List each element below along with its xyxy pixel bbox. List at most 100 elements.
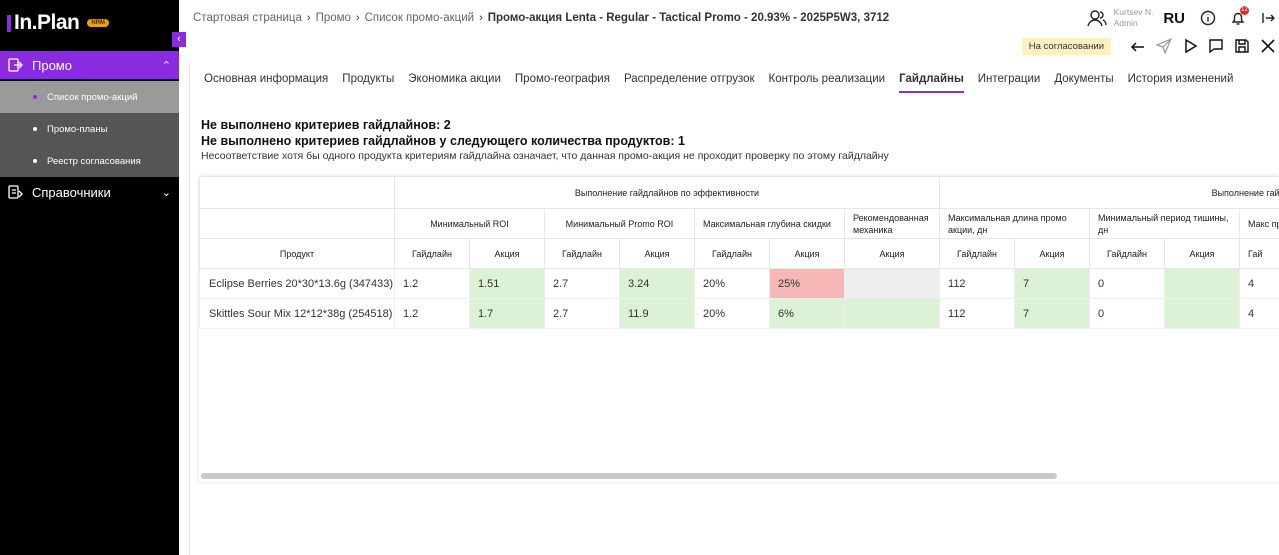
notification-badge: 12 bbox=[1240, 6, 1249, 15]
tab-economics[interactable]: Экономика акции bbox=[408, 73, 501, 85]
criteria-min-silence-period: Минимальный период тишины, дн bbox=[1089, 208, 1241, 239]
criteria-cut: Макс прома bbox=[1239, 208, 1279, 239]
tab-products[interactable]: Продукты bbox=[342, 73, 395, 85]
guidelines-summary: Не выполнено критериев гайдлайнов: 2 Не … bbox=[201, 117, 889, 163]
logo[interactable]: In.Plan NRM bbox=[7, 10, 110, 36]
criteria-recommended-mechanic: Рекомендованная механика bbox=[843, 208, 941, 239]
table-row: Eclipse Berries 20*30*13.6g (347433) 1.2… bbox=[199, 268, 1279, 299]
tab-documents[interactable]: Документы bbox=[1054, 73, 1114, 85]
logo-text: In.Plan bbox=[14, 11, 80, 34]
table-cell: 1.2 bbox=[394, 268, 470, 299]
table-cell bbox=[843, 298, 941, 329]
user-icon bbox=[1086, 7, 1108, 29]
table-cell bbox=[843, 268, 941, 299]
action-bar: На согласовании bbox=[1021, 36, 1277, 56]
table-cell: 25% bbox=[769, 268, 845, 299]
empty-header-cell bbox=[199, 208, 395, 239]
logout-icon[interactable] bbox=[1259, 9, 1277, 27]
table-cell: 1.51 bbox=[469, 268, 545, 299]
table-cell: 0 bbox=[1089, 298, 1166, 329]
tab-shipments[interactable]: Распределение отгрузок bbox=[623, 73, 755, 85]
content-divider bbox=[189, 63, 190, 555]
column-guideline: Гайдлайн bbox=[1089, 238, 1166, 269]
criteria-max-discount: Максимальная глубина скидки bbox=[694, 208, 845, 239]
logo-badge: NRM bbox=[87, 19, 110, 27]
chevron-right-icon: › bbox=[479, 12, 483, 24]
table-cell: 6% bbox=[769, 298, 845, 329]
tab-geography[interactable]: Промо-география bbox=[514, 73, 610, 85]
table-cell: 7 bbox=[1014, 268, 1091, 299]
close-icon[interactable] bbox=[1259, 37, 1277, 55]
column-action: Акция bbox=[469, 238, 545, 269]
back-arrow-icon[interactable] bbox=[1129, 37, 1147, 55]
status-badge: На согласовании bbox=[1021, 37, 1111, 55]
table-row: Skittles Sour Mix 12*12*38g (254518) 1.2… bbox=[199, 298, 1279, 329]
horizontal-scrollbar[interactable] bbox=[201, 473, 1057, 479]
sidebar-item-references-label: Справочники bbox=[32, 184, 111, 200]
sidebar-item-label: Реестр согласования bbox=[47, 155, 141, 167]
comment-icon[interactable] bbox=[1207, 37, 1225, 55]
chevron-down-icon: ⌄ bbox=[161, 186, 171, 199]
table-cell: 20% bbox=[694, 268, 770, 299]
sidebar-item-promo-label: Промо bbox=[32, 57, 72, 73]
references-icon bbox=[5, 184, 25, 200]
tabs: Основная информация Продукты Экономика а… bbox=[197, 70, 1240, 93]
breadcrumb-current: Промо-акция Lenta - Regular - Tactical P… bbox=[487, 12, 890, 24]
sidebar-item-promo[interactable]: Промо ⌃ bbox=[0, 51, 179, 79]
unmet-products-count: Не выполнено критериев гайдлайнов у след… bbox=[201, 134, 685, 148]
product-name: Skittles Sour Mix 12*12*38g (254518) bbox=[199, 298, 395, 329]
table-cell: 1.7 bbox=[469, 298, 545, 329]
breadcrumb-promo-list[interactable]: Список промо-акций bbox=[364, 12, 475, 24]
bell-icon[interactable]: 12 bbox=[1229, 6, 1249, 27]
criteria-max-promo-length: Максимальная длина промо акции, дн bbox=[939, 208, 1091, 239]
table-cell: 2.7 bbox=[544, 298, 620, 329]
tab-history[interactable]: История изменений bbox=[1127, 73, 1234, 85]
guidelines-table: Выполнение гайдлайнов по эффективности В… bbox=[199, 176, 1279, 329]
collapse-sidebar-button[interactable]: ‹ bbox=[172, 32, 186, 47]
column-guideline: Гайдлайн bbox=[939, 238, 1016, 269]
save-icon[interactable] bbox=[1233, 37, 1251, 55]
table-cell: 3.24 bbox=[619, 268, 695, 299]
tab-execution-control[interactable]: Контроль реализации bbox=[768, 73, 886, 85]
sidebar-item-approval-registry[interactable]: Реестр согласования bbox=[0, 145, 179, 177]
table-cell: 112 bbox=[939, 298, 1016, 329]
group-header-efficiency: Выполнение гайдлайнов по эффективности bbox=[393, 176, 941, 209]
table-cell bbox=[1164, 268, 1241, 299]
column-guideline-cut: Гай bbox=[1239, 238, 1279, 269]
top-right-bar: Kurtsev N. Admin RU 12 bbox=[1086, 4, 1279, 32]
promo-icon bbox=[5, 57, 25, 73]
sidebar-item-label: Список промо-акций bbox=[47, 91, 138, 103]
table-cell: 20% bbox=[694, 298, 770, 329]
send-icon[interactable] bbox=[1155, 37, 1173, 55]
table-cell: 112 bbox=[939, 268, 1016, 299]
table-cell: 1.2 bbox=[394, 298, 470, 329]
chevron-right-icon: › bbox=[306, 12, 311, 24]
column-guideline: Гайдлайн bbox=[544, 238, 620, 269]
criteria-min-promo-roi: Минимальный Promo ROI bbox=[544, 208, 695, 239]
breadcrumb-home[interactable]: Стартовая страница bbox=[193, 12, 302, 24]
play-icon[interactable] bbox=[1181, 37, 1199, 55]
tab-main-info[interactable]: Основная информация bbox=[204, 73, 329, 85]
sidebar-item-label: Промо-планы bbox=[47, 123, 108, 135]
table-cell: 11.9 bbox=[619, 298, 695, 329]
column-action: Акция bbox=[769, 238, 845, 269]
tab-integrations[interactable]: Интеграции bbox=[977, 73, 1041, 85]
sidebar: In.Plan NRM Промо ⌃ Список промо-акций П… bbox=[0, 0, 179, 555]
sidebar-item-promo-plans[interactable]: Промо-планы bbox=[0, 113, 179, 145]
language-switch[interactable]: RU bbox=[1163, 9, 1185, 27]
sidebar-item-references[interactable]: Справочники ⌄ bbox=[0, 178, 179, 206]
breadcrumb: Стартовая страница › Промо › Список пром… bbox=[193, 10, 889, 26]
chevron-up-icon: ⌃ bbox=[161, 59, 171, 72]
guidelines-table-card: Выполнение гайдлайнов по эффективности В… bbox=[199, 176, 1279, 482]
breadcrumb-promo[interactable]: Промо bbox=[315, 12, 351, 24]
user-name: Kurtsev N. bbox=[1113, 7, 1154, 17]
tab-guidelines[interactable]: Гайдлайны bbox=[899, 70, 964, 93]
column-action: Акция bbox=[619, 238, 695, 269]
table-cell: 4 bbox=[1239, 298, 1279, 329]
unmet-criteria-count: Не выполнено критериев гайдлайнов: 2 bbox=[201, 118, 451, 132]
user-menu[interactable]: Kurtsev N. Admin bbox=[1086, 7, 1154, 29]
logo-mark bbox=[7, 14, 11, 32]
product-name: Eclipse Berries 20*30*13.6g (347433) bbox=[199, 268, 395, 299]
info-icon[interactable] bbox=[1199, 9, 1217, 27]
sidebar-item-promo-list[interactable]: Список промо-акций bbox=[0, 81, 179, 113]
